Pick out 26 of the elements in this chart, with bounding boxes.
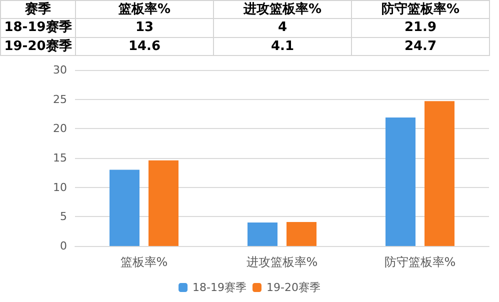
data-label: 24.7 [352, 37, 490, 56]
bar [286, 222, 316, 246]
y-tick-label: 20 [53, 122, 67, 136]
legend-title: 赛季 [0, 0, 76, 19]
y-tick-label: 0 [60, 240, 67, 252]
value-table: 赛季 篮板率% 进攻篮板率% 防守篮板率% 18-19赛季 13 4 21.9 19-20赛季 14.6 4.1 24.7 [0, 0, 490, 56]
data-label: 13 [76, 18, 214, 38]
y-tick-label: 25 [53, 92, 67, 106]
y-tick-label: 10 [53, 180, 67, 194]
y-tick-label: 30 [53, 64, 67, 76]
bar [248, 222, 278, 246]
data-label: 4 [214, 18, 352, 38]
x-tick-label: 防守篮板率% [384, 255, 456, 269]
x-tick-label: 进攻篮板率% [246, 255, 318, 269]
data-label: 14.6 [76, 37, 214, 56]
bar [148, 160, 178, 246]
bar [386, 118, 416, 246]
bar [424, 101, 454, 246]
y-tick-label: 15 [53, 152, 67, 164]
legend-label: 18-19赛季 [192, 281, 247, 294]
bar [110, 170, 140, 246]
legend-label: 19-20赛季 [266, 281, 320, 294]
data-label: 21.9 [352, 18, 490, 38]
data-label: 4.1 [214, 37, 352, 56]
y-tick-label: 5 [60, 210, 67, 224]
x-tick-label: 篮板率% [120, 255, 168, 269]
